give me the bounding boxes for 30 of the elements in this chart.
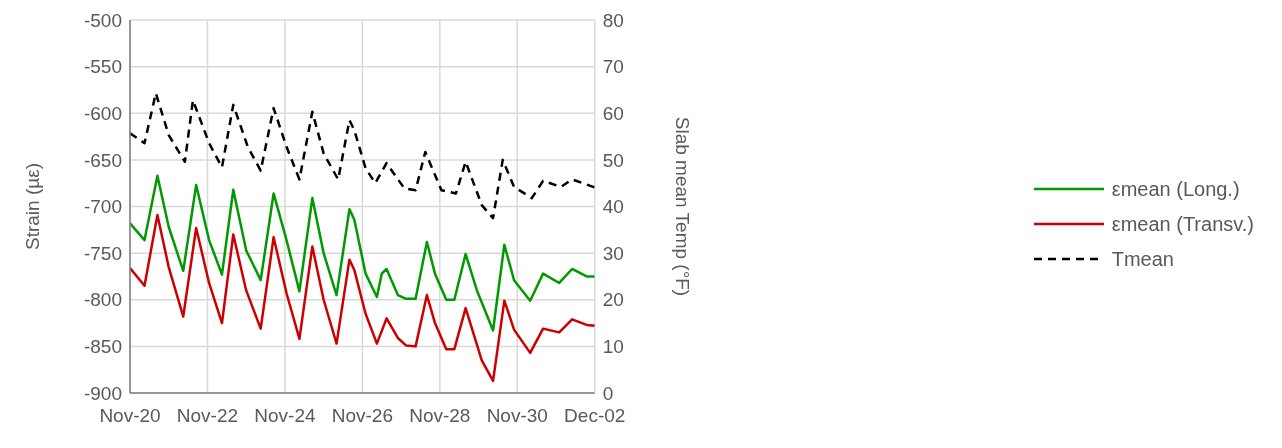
- x-tick-label: Nov-20: [99, 405, 161, 427]
- x-tick-label: Dec-02: [564, 405, 626, 427]
- y-tick-label: -650: [83, 149, 122, 171]
- x-tick-label: Nov-22: [176, 405, 239, 427]
- y-tick-label: -550: [83, 56, 122, 78]
- legend-label: εmean (Long.): [1111, 177, 1240, 201]
- y-tick-label: -500: [83, 9, 122, 31]
- y-tick-label: -900: [83, 382, 122, 404]
- y-tick-label: -600: [83, 103, 122, 124]
- y2-tick-label: 70: [602, 56, 624, 78]
- x-tick-label: Nov-28: [409, 405, 471, 427]
- y2-tick-label: 60: [602, 103, 624, 124]
- x-tick-label: Nov-30: [486, 405, 548, 427]
- y-tick-label: -750: [83, 242, 122, 264]
- y2-tick-label: 50: [602, 149, 624, 171]
- y-axis-title: Strain (µε): [21, 163, 43, 250]
- y2-tick-label: 20: [602, 289, 624, 311]
- y-tick-label: -800: [83, 289, 122, 311]
- y-tick-label: -850: [83, 336, 122, 358]
- y2-tick-label: 40: [602, 196, 624, 218]
- y2-tick-label: 0: [602, 382, 614, 404]
- y-tick-label: -700: [83, 196, 122, 218]
- y2-axis-title: Slab mean Temp (°F): [671, 116, 693, 297]
- x-tick-label: Nov-24: [254, 405, 316, 427]
- x-tick-label: Nov-26: [331, 405, 393, 427]
- y2-tick-label: 30: [602, 242, 624, 264]
- y2-tick-label: 80: [602, 9, 624, 31]
- legend-label: εmean (Transv.): [1111, 212, 1254, 236]
- legend-label: Tmean: [1111, 247, 1174, 271]
- y2-tick-label: 10: [602, 336, 624, 358]
